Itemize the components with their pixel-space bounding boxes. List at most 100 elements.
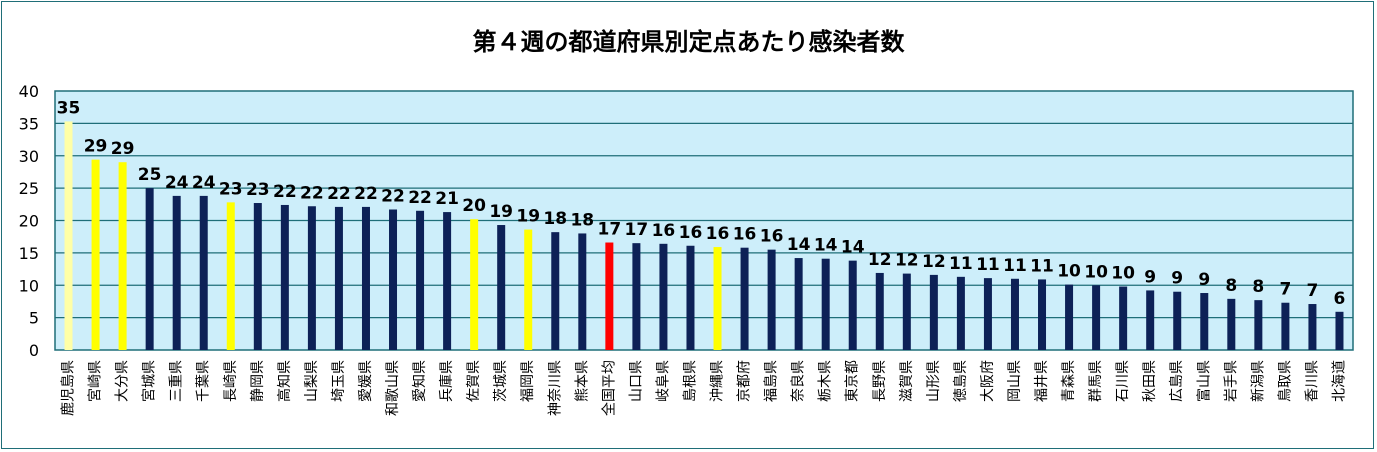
x-tick-label: 宮崎県 [88,360,104,402]
value-label: 19 [516,207,540,227]
value-label: 22 [273,182,297,202]
bar [983,278,992,350]
x-tick-label: 群馬県 [1088,360,1104,402]
x-tick-label: 鳥取県 [1277,360,1293,402]
value-label: 18 [570,210,594,230]
x-tick-label: 千葉県 [196,360,212,402]
y-tick-label: 35 [19,114,39,133]
bar [280,204,289,350]
x-tick-label: 全国平均 [600,360,617,416]
x-tick-label: 石川県 [1115,360,1131,402]
bar [145,188,154,350]
x-tick-label: 東京都 [845,360,861,402]
chart-title: 第４週の都道府県別定点あたり感染者数 [472,28,905,56]
value-label: 24 [165,173,189,193]
value-label: 8 [1225,276,1237,296]
bar [1038,279,1047,350]
bar [1119,286,1128,350]
bar [389,209,398,350]
bar [551,232,560,350]
value-label: 20 [462,196,486,216]
value-label: 9 [1171,269,1183,289]
bar [686,245,695,350]
bar [1335,311,1344,350]
bar [713,247,722,350]
x-tick-label: 埼玉県 [331,360,347,402]
value-label: 12 [868,250,892,270]
value-label: 22 [300,183,324,203]
bar [902,273,911,350]
value-label: 21 [435,189,459,209]
x-tick-label: 京都府 [737,360,753,402]
bar [524,229,533,350]
x-tick-label: 福岡県 [520,360,536,402]
bar [767,249,776,350]
x-tick-label: 岩手県 [1223,360,1239,402]
bar [497,225,506,350]
x-tick-label: 富山県 [1195,360,1212,402]
x-tick-label: 沖縄県 [710,360,726,402]
bar [334,206,343,350]
bar [740,247,749,350]
value-label: 8 [1252,277,1264,297]
value-label: 16 [679,223,703,243]
x-tick-label: 兵庫県 [438,360,455,402]
bar [632,243,641,350]
value-label: 12 [895,251,919,271]
value-label: 11 [1003,256,1027,276]
x-tick-label: 新潟県 [1250,360,1266,402]
value-label: 17 [625,220,649,240]
value-label: 7 [1307,281,1319,301]
bar [443,212,452,350]
x-axis-labels: 鹿児島県 宮崎県 大分県 宮城県 三重県 千葉県 長崎県 静岡県 高知県 山梨県 埼玉県 愛媛県 和歌山… [60,360,1348,416]
x-tick-label: 山梨県 [304,360,320,402]
x-tick-label: 茨城県 [493,360,509,402]
value-label: 6 [1334,289,1346,309]
value-label: 11 [976,255,1000,275]
x-tick-label: 香川県 [1304,360,1320,402]
bar [226,202,235,350]
x-tick-label: 福井県 [1034,360,1050,402]
bar [307,206,316,350]
value-label: 18 [543,209,567,229]
value-label: 24 [192,173,216,193]
x-tick-label: 長野県 [872,360,888,402]
value-label: 23 [219,179,243,199]
x-tick-label: 大分県 [115,360,131,402]
y-tick-label: 25 [19,179,39,198]
bar [470,219,479,350]
bar [416,210,425,350]
value-label: 16 [706,224,730,244]
bar [199,195,208,350]
value-label: 16 [733,225,757,245]
x-tick-label: 宮城県 [142,360,158,402]
x-tick-label: 大阪府 [980,360,996,402]
x-tick-label: 熊本県 [574,360,590,402]
bar [1254,300,1263,350]
bar [172,195,181,350]
bar [875,272,884,350]
y-tick-label: 20 [19,212,39,231]
value-label: 29 [111,139,135,159]
x-tick-label: 栃木県 [818,360,834,402]
y-tick-label: 5 [29,309,39,328]
y-tick-label: 15 [19,244,39,263]
x-tick-label: 広島県 [1169,360,1185,402]
x-tick-label: 神奈川県 [547,360,563,416]
bar [821,258,830,350]
value-label: 17 [598,220,622,240]
value-label: 19 [489,202,513,222]
value-label: 7 [1279,280,1291,300]
value-label: 10 [1057,262,1081,282]
x-tick-label: 秋田県 [1142,360,1158,402]
bar [1308,304,1317,350]
y-tick-label: 0 [29,341,39,360]
value-label: 29 [84,137,108,157]
x-tick-label: 徳島県 [953,360,969,402]
value-label: 16 [760,227,784,247]
value-label: 12 [922,252,946,272]
x-tick-label: 福島県 [764,360,780,402]
bar [253,203,262,350]
